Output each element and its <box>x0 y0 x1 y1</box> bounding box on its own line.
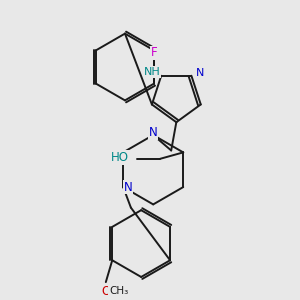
Text: N: N <box>196 68 205 78</box>
Text: F: F <box>151 46 157 59</box>
Text: O: O <box>101 285 110 298</box>
Text: CH₃: CH₃ <box>109 286 128 296</box>
Text: N: N <box>124 181 133 194</box>
Text: NH: NH <box>144 67 160 77</box>
Text: HO: HO <box>111 151 129 164</box>
Text: N: N <box>149 126 158 139</box>
